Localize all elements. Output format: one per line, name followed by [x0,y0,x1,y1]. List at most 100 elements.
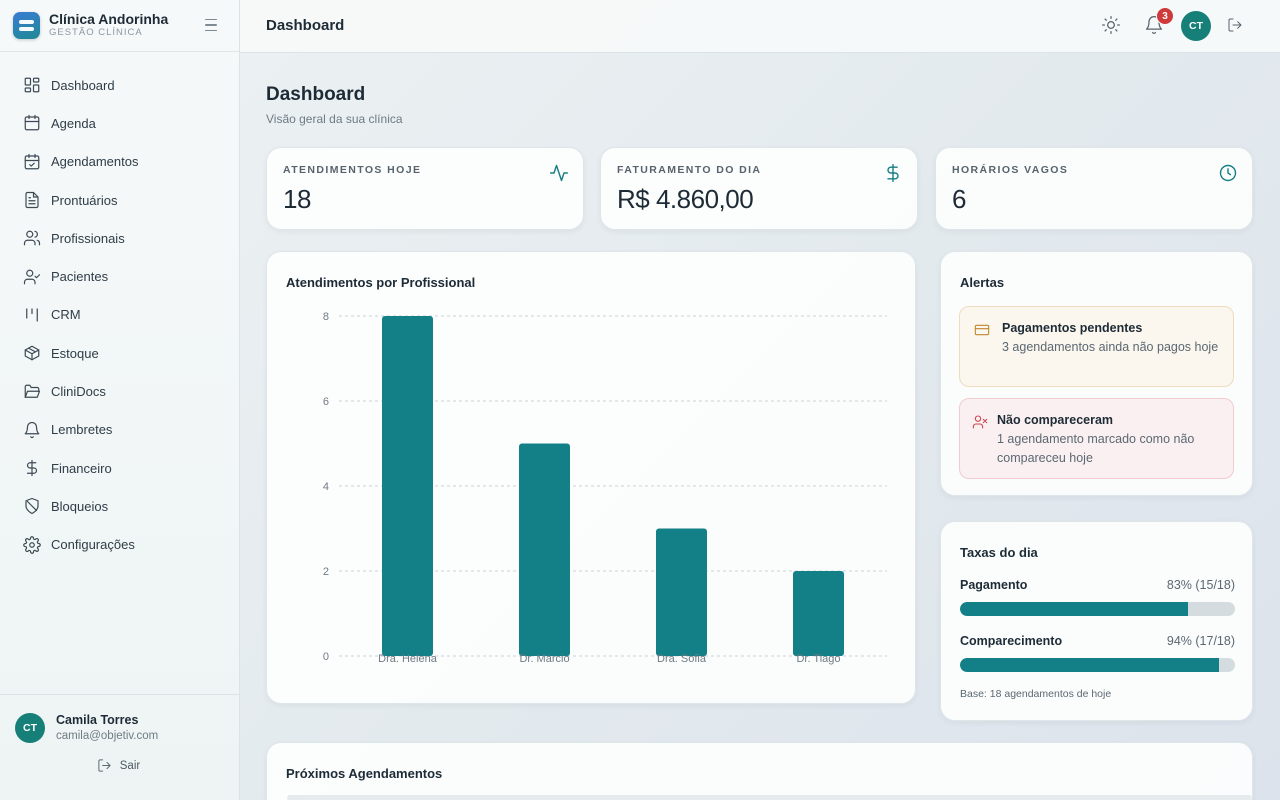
alert-text: 1 agendamento marcado como não comparece… [997,432,1195,465]
rates-base-text: Base: 18 agendamentos de hoje [960,688,1112,700]
avatar[interactable]: CT [1181,11,1211,41]
logout-button[interactable]: Sair [0,758,239,773]
x-tick-label: Dra. Sofia [657,653,707,665]
topbar-title: Dashboard [266,17,345,34]
rate-value: 83% (15/18) [1166,578,1235,592]
sidebar-item-profissionais[interactable]: Profissionais [0,219,239,257]
user-name: Camila Torres [56,713,139,727]
bell-icon [24,421,40,438]
stat-card-faturamento: FATURAMENTO DO DIA R$ 4.860,00 [600,147,918,230]
logout-icon [1228,18,1242,32]
table-header [287,795,1252,800]
rate-label: Comparecimento [960,634,1063,648]
rate-label: Pagamento [960,578,1028,592]
sidebar-item-lembretes[interactable]: Lembretes [0,411,239,449]
stat-value: R$ 4.860,00 [617,184,754,214]
sidebar-item-label: Estoque [51,345,99,361]
sidebar-nav: Dashboard Agenda Agendamentos Prontuário… [0,52,239,564]
sidebar-item-bloqueios[interactable]: Bloqueios [0,487,239,525]
kanban-icon [26,308,38,322]
brand: Clínica Andorinha GESTÃO CLÍNICA [0,0,239,52]
alerts-card: Alertas Pagamentos pendentes 3 agendamen… [940,251,1253,496]
rate-row-comparecimento: Comparecimento 94% (17/18) [960,634,1235,648]
stat-label: ATENDIMENTOS HOJE [283,164,422,176]
shield-off-icon [25,498,39,515]
notifications-button[interactable] [1144,15,1164,35]
sidebar-item-agendamentos[interactable]: Agendamentos [0,143,239,181]
theme-toggle-button[interactable] [1101,15,1121,35]
page-title: Dashboard [266,84,366,105]
rates-card: Taxas do dia Pagamento 83% (15/18) Compa… [940,521,1253,721]
y-tick-label: 0 [323,651,329,663]
chart-bar [656,528,707,656]
credit-card-icon [974,322,990,338]
file-text-icon [25,191,39,209]
y-tick-label: 2 [323,566,329,578]
rates-title: Taxas do dia [960,545,1038,560]
sidebar-item-financeiro[interactable]: Financeiro [0,449,239,487]
notification-badge: 3 [1156,7,1174,25]
calendar-icon [24,115,40,131]
sidebar-item-label: Prontuários [51,192,118,208]
chart-title: Atendimentos por Profissional [286,275,476,290]
stat-card-atendimentos: ATENDIMENTOS HOJE 18 [266,147,584,230]
sidebar-footer: CT Camila Torres camila@objetiv.com Sair [0,694,239,800]
gear-icon [23,535,41,554]
logout-icon [98,759,111,772]
sidebar-item-label: CRM [51,307,81,323]
alert-nao-compareceram[interactable]: Não compareceram 1 agendamento marcado c… [959,398,1234,479]
user-email: camila@objetiv.com [56,730,159,742]
stat-card-horarios: HORÁRIOS VAGOS 6 [935,147,1253,230]
stat-label: HORÁRIOS VAGOS [952,164,1069,176]
user-profile: CT Camila Torres camila@objetiv.com [0,695,239,744]
dollar-icon [883,163,903,183]
activity-icon [549,163,569,183]
bell-icon [1145,16,1163,34]
upcoming-card: Próximos Agendamentos [266,742,1253,800]
sidebar-item-label: Bloqueios [51,498,109,514]
sidebar-item-label: Dashboard [51,77,115,93]
x-tick-label: Dr. Tiago [796,653,840,665]
bar-chart: 0 2 4 6 8 Dra. Helena Dr. Márcio Dra. Sofia Dr. … [323,311,887,665]
users-icon [23,230,41,246]
sidebar-item-agenda[interactable]: Agenda [0,104,239,142]
sidebar-item-label: Agendamentos [51,154,139,170]
progress-fill [960,602,1189,616]
progress-bar-pagamento [960,602,1235,616]
alerts-title: Alertas [960,275,1005,290]
grid-icon [24,77,40,93]
dollar-icon [26,460,38,477]
sidebar-item-prontuarios[interactable]: Prontuários [0,181,239,219]
logout-button[interactable] [1227,17,1245,35]
y-tick-label: 6 [323,396,329,408]
sidebar-item-label: Agenda [51,115,96,131]
chart-bar [382,316,433,656]
sidebar-item-estoque[interactable]: Estoque [0,334,239,372]
progress-fill [960,658,1219,672]
brand-logo [13,12,40,39]
x-tick-label: Dra. Helena [378,653,438,665]
sidebar-item-dashboard[interactable]: Dashboard [0,66,239,104]
menu-icon[interactable] [205,19,217,31]
chart-card: Atendimentos por Profissional 0 2 4 6 8 Dra. … [266,251,916,704]
topbar: Dashboard 3 CT [240,0,1280,53]
rate-value: 94% (17/18) [1166,634,1235,648]
sidebar-item-pacientes[interactable]: Pacientes [0,257,239,295]
sidebar-item-configuracoes[interactable]: Configurações [0,526,239,564]
sidebar-item-crm[interactable]: CRM [0,296,239,334]
user-x-icon [972,414,988,430]
x-tick-label: Dr. Márcio [519,653,569,665]
alert-title: Pagamentos pendentes [1002,321,1143,335]
package-icon [24,345,40,361]
alert-text: 3 agendamentos ainda não pagos hoje [1002,340,1219,354]
page-subtitle: Visão geral da sua clínica [266,112,403,126]
brand-name: Clínica Andorinha [49,11,169,27]
rate-row-pagamento: Pagamento 83% (15/18) [960,578,1235,592]
chart-bar [519,443,570,656]
logout-label: Sair [119,759,141,772]
y-tick-label: 4 [323,481,329,493]
chart-bar [793,571,844,656]
alert-pagamentos-pendentes[interactable]: Pagamentos pendentes 3 agendamentos aind… [959,306,1234,387]
progress-bar-comparecimento [960,658,1235,672]
sidebar-item-clinidocs[interactable]: CliniDocs [0,372,239,410]
